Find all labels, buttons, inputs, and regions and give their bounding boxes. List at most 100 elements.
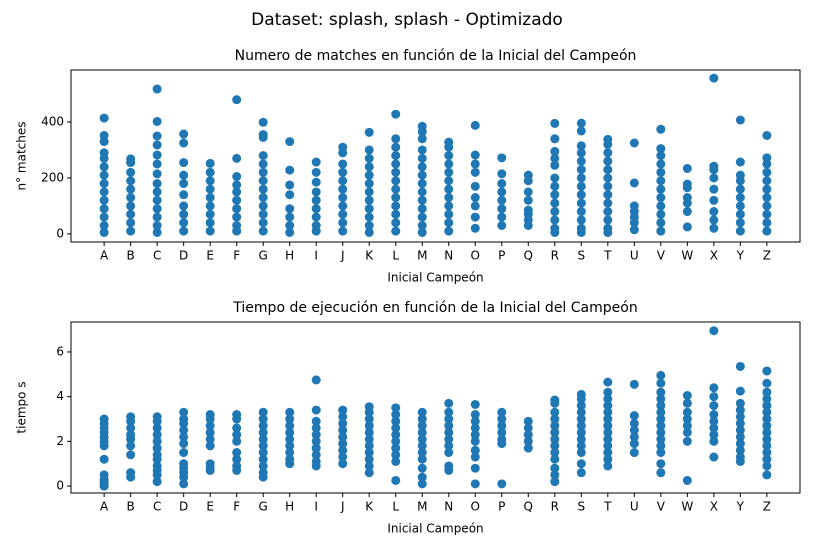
point [656,427,666,437]
point [285,165,295,175]
point [311,187,321,197]
point [205,434,215,444]
y-tick-label: 0 [56,479,64,493]
x-tick-label: G [259,249,268,263]
point [391,142,401,152]
point [285,180,295,190]
point [470,167,480,177]
point [285,427,295,437]
point [656,159,666,169]
axes-title: Tiempo de ejecución en función de la Ini… [232,300,637,316]
point [391,109,401,119]
point [735,432,745,442]
point [762,366,772,376]
point [709,416,719,426]
point [338,425,348,435]
point [762,441,772,451]
point [709,207,719,217]
point [311,405,321,415]
point [364,454,374,464]
point [656,459,666,469]
point [126,176,136,186]
point [470,193,480,203]
point [576,421,586,431]
point [550,441,560,451]
point [391,176,401,186]
point [417,187,427,197]
point [550,398,560,408]
point [576,198,586,208]
point [762,454,772,464]
x-tick-label: M [417,500,427,514]
point [603,448,613,458]
point [258,414,268,424]
point [762,193,772,203]
point [179,226,189,236]
point [391,134,401,144]
point [576,414,586,424]
point [576,441,586,451]
point [417,134,427,144]
point [391,416,401,426]
x-tick-label: X [710,500,718,514]
y-axis-label: n° matches [15,121,29,190]
point [762,427,772,437]
point [603,441,613,451]
point [285,220,295,230]
point [232,436,242,446]
point [126,184,136,194]
point [364,407,374,417]
point [709,436,719,446]
point [762,401,772,411]
point [709,73,719,83]
point [444,209,454,219]
point [523,416,533,426]
point [444,414,454,424]
point [179,439,189,449]
point [311,430,321,440]
point [735,456,745,466]
point [497,187,507,197]
point [444,159,454,169]
point [179,209,189,219]
point [576,141,586,151]
point [417,227,427,237]
point [762,153,772,163]
point [205,218,215,228]
point [629,439,639,449]
point [576,181,586,191]
point [364,468,374,478]
point [152,131,162,141]
point [99,179,109,189]
point [179,432,189,442]
point [709,383,719,393]
point [550,414,560,424]
point [444,226,454,236]
point [603,207,613,217]
x-tick-label: O [471,249,480,263]
point [364,179,374,189]
point [258,461,268,471]
point [576,394,586,404]
point [735,361,745,371]
point [417,472,427,482]
point [629,411,639,421]
point [603,421,613,431]
point [258,454,268,464]
point [258,167,268,177]
point [550,181,560,191]
point [656,184,666,194]
y-tick-label: 6 [56,344,64,358]
point [497,479,507,489]
point [656,448,666,458]
point [99,130,109,140]
point [152,227,162,237]
point [523,436,533,446]
point [682,198,692,208]
point [391,193,401,203]
x-tick-label: Q [524,249,533,263]
x-tick-label: P [498,249,505,263]
point [311,416,321,426]
point [523,430,533,440]
